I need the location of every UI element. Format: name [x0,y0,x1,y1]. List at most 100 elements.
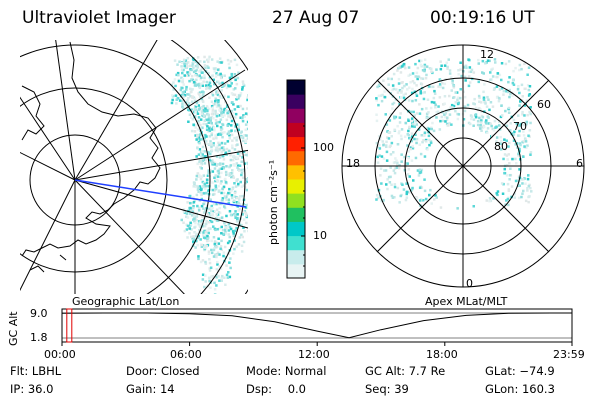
emission-pixel [238,207,242,211]
emission-pixel [203,76,206,80]
emission-pixel [183,64,186,68]
emission-pixel [400,90,403,93]
emission-pixel [188,113,192,116]
emission-pixel [496,190,500,193]
emission-pixel [447,58,450,61]
emission-pixel [518,68,521,72]
antarctica-coastline [21,41,161,273]
emission-pixel [441,110,444,114]
emission-pixel [237,243,241,246]
emission-pixel [231,187,234,190]
emission-pixel [199,127,203,130]
emission-pixel [417,75,420,78]
emission-pixel [229,172,232,175]
emission-pixel [446,116,449,119]
emission-pixel [196,243,199,247]
time-tick-0000: 00:00 [44,348,76,361]
emission-pixel [239,180,242,184]
info-gc-alt: GC Alt: 7.7 Re [365,364,446,378]
emission-pixel [203,119,206,122]
emission-pixel [203,224,207,228]
emission-pixel [241,176,245,179]
emission-pixel [225,273,229,277]
emission-pixel [490,124,493,128]
emission-pixel [505,154,509,157]
emission-pixel [404,92,407,96]
emission-pixel [217,169,220,173]
emission-pixel [207,250,211,253]
emission-pixel [249,138,252,141]
emission-pixel [229,257,232,260]
emission-pixel [404,66,407,70]
emission-pixel [210,92,214,95]
emission-pixel [494,75,498,79]
emission-pixel [199,68,202,72]
emission-pixel [445,118,449,122]
emission-pixel [214,184,217,187]
emission-pixel [210,220,214,224]
emission-pixel [235,196,239,200]
emission-pixel [442,119,445,123]
emission-pixel [218,175,222,179]
emission-pixel [205,84,208,87]
emission-pixel [489,122,492,126]
emission-pixel [468,66,472,69]
emission-pixel [498,73,502,77]
emission-pixel [233,93,237,97]
emission-pixel [185,74,189,77]
emission-pixel [191,64,194,67]
emission-pixel [229,153,232,157]
emission-pixel [197,116,201,119]
emission-pixel [215,72,218,75]
emission-pixel [411,125,414,128]
emission-pixel [222,146,225,149]
emission-pixel [200,112,204,116]
emission-pixel [199,60,202,63]
emission-pixel [528,129,532,132]
emission-pixel [399,112,402,115]
emission-pixel [170,83,174,87]
emission-pixel [197,209,201,212]
emission-pixel [484,62,487,65]
emission-pixel [525,146,528,149]
emission-pixel [183,94,187,97]
emission-pixel [205,220,208,223]
emission-pixel [219,247,222,250]
emission-pixel [510,185,514,188]
emission-pixel [194,110,197,114]
emission-pixel [216,163,220,166]
emission-pixel [234,216,237,219]
emission-pixel [197,234,200,238]
emission-pixel [189,95,192,98]
emission-pixel [203,162,207,165]
emission-pixel [198,148,202,151]
emission-pixel [188,194,192,198]
emission-pixel [523,114,526,117]
emission-pixel [224,181,228,184]
emission-pixel [229,227,233,231]
emission-pixel [424,197,428,201]
emission-pixel [229,79,232,83]
emission-pixel [190,214,194,217]
emission-pixel [246,98,248,102]
emission-pixel [178,99,182,102]
emission-pixel [475,106,478,110]
emission-pixel [489,71,492,74]
emission-pixel [215,202,218,206]
emission-pixel [241,119,245,123]
emission-pixel [230,189,234,192]
emission-pixel [191,88,194,91]
emission-pixel [425,116,428,120]
emission-pixel [376,161,380,164]
emission-pixel [186,71,189,74]
emission-pixel [503,148,507,151]
emission-pixel [401,86,404,90]
emission-pixel [426,148,429,151]
emission-pixel [377,103,380,107]
emission-pixel [462,90,465,94]
emission-pixel [391,107,394,110]
emission-pixel [391,196,395,199]
emission-pixel [507,188,511,191]
info-flt: Flt: LBHL [10,364,62,378]
emission-pixel [520,195,523,199]
